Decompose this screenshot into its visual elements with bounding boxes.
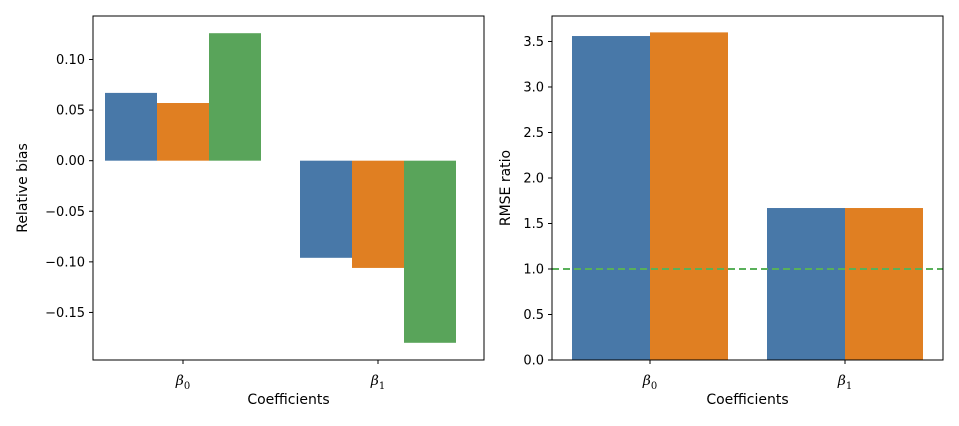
bar-series-1-β1 bbox=[767, 208, 845, 360]
y-tick-label: 3.5 bbox=[523, 35, 544, 50]
y-tick-label: 3.0 bbox=[523, 80, 544, 95]
y-axis-label: RMSE ratio bbox=[498, 150, 514, 226]
y-tick-label: 1.5 bbox=[523, 217, 544, 232]
bar-series-1-β0 bbox=[572, 36, 650, 360]
rmse-ratio-chart: 0.0 0.5 1.0 1.5 2.0 2.5 3.0 3.5 β0 β1 Coefficients… bbox=[498, 15, 944, 408]
bar-series-2-β1 bbox=[845, 208, 923, 360]
bar-series-2-β1 bbox=[352, 160, 404, 268]
bar-series-1-β1 bbox=[300, 160, 352, 258]
y-axis-label: Relative bias bbox=[15, 143, 31, 233]
bar-series-3-β0 bbox=[209, 33, 261, 161]
bar-series-3-β1 bbox=[404, 160, 456, 343]
bar-series-2-β0 bbox=[650, 32, 728, 360]
relative-bias-chart: 0.10 0.05 0.00 −0.05 −0.10 −0.15 β0 β1 Coefficie… bbox=[15, 15, 485, 408]
y-tick-label: −0.10 bbox=[45, 255, 85, 270]
x-tick-label: β1 bbox=[370, 373, 385, 392]
bar-series-2-β0 bbox=[157, 103, 209, 161]
x-axis-label: Coefficients bbox=[706, 392, 788, 408]
x-tick-label: β1 bbox=[837, 373, 852, 392]
y-tick-label: 2.0 bbox=[523, 171, 544, 186]
plot-frame bbox=[92, 15, 485, 361]
y-tick-label: 0.5 bbox=[523, 308, 544, 323]
y-tick-label: 0.0 bbox=[523, 354, 544, 369]
y-tick-label: −0.15 bbox=[45, 306, 85, 321]
x-tick-label: β0 bbox=[642, 373, 657, 392]
y-tick-label: 2.5 bbox=[523, 126, 544, 141]
y-tick-label: 1.0 bbox=[523, 262, 544, 277]
x-axis-label: Coefficients bbox=[247, 392, 329, 408]
x-tick-label: β0 bbox=[175, 373, 190, 392]
bar-series-1-β0 bbox=[105, 92, 157, 161]
plot-frame bbox=[551, 15, 944, 361]
y-tick-label: 0.05 bbox=[56, 104, 85, 119]
y-tick-label: 0.00 bbox=[56, 154, 85, 169]
y-tick-label: 0.10 bbox=[56, 53, 85, 68]
y-tick-label: −0.05 bbox=[45, 205, 85, 220]
